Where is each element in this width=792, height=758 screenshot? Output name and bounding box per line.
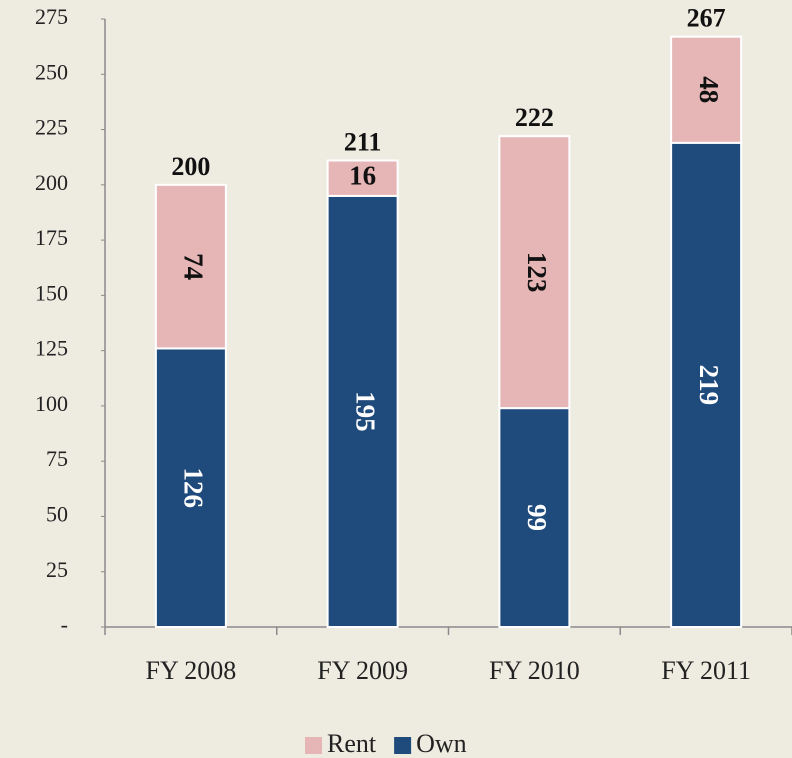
segment-label: 195 [350, 391, 380, 432]
y-tick-label: 150 [35, 280, 68, 305]
total-label: 200 [171, 152, 210, 181]
x-tick-label: FY 2009 [317, 656, 408, 685]
y-tick-label: 275 [35, 4, 68, 29]
total-label: 211 [344, 127, 382, 156]
y-tick-label: 75 [46, 446, 68, 471]
legend-swatch [305, 737, 322, 754]
y-tick-label: 50 [46, 502, 68, 527]
legend-label: Own [416, 729, 467, 758]
y-tick-label: 225 [35, 115, 68, 140]
total-label: 267 [687, 4, 726, 33]
y-tick-label: 250 [35, 59, 68, 84]
segment-label: 16 [349, 160, 376, 190]
segment-label: 74 [179, 253, 209, 280]
bar-segment [670, 35, 743, 144]
y-tick-label: - [61, 612, 68, 637]
segment-label: 126 [179, 467, 209, 508]
total-label: 222 [515, 103, 554, 132]
bar-segment [670, 141, 743, 628]
x-tick-label: FY 2011 [661, 656, 751, 685]
segment-label: 123 [522, 252, 552, 293]
y-tick-label: 125 [35, 336, 68, 361]
segment-label: 48 [694, 76, 724, 103]
x-tick-label: FY 2010 [489, 656, 580, 685]
bar-segment [498, 407, 571, 628]
x-tick-label: FY 2008 [145, 656, 236, 685]
segment-label: 99 [522, 504, 552, 531]
segment-label: 219 [694, 365, 724, 406]
legend-swatch [394, 737, 412, 754]
y-tick-label: 175 [35, 225, 68, 250]
bar-segment [498, 135, 571, 410]
bar-segment [154, 183, 227, 350]
bar-segment [154, 347, 227, 628]
y-tick-label: 100 [35, 391, 68, 416]
y-tick-label: 200 [35, 170, 68, 195]
legend-label: Rent [327, 729, 377, 758]
y-tick-label: 25 [46, 557, 68, 582]
bar-segment [326, 159, 399, 197]
